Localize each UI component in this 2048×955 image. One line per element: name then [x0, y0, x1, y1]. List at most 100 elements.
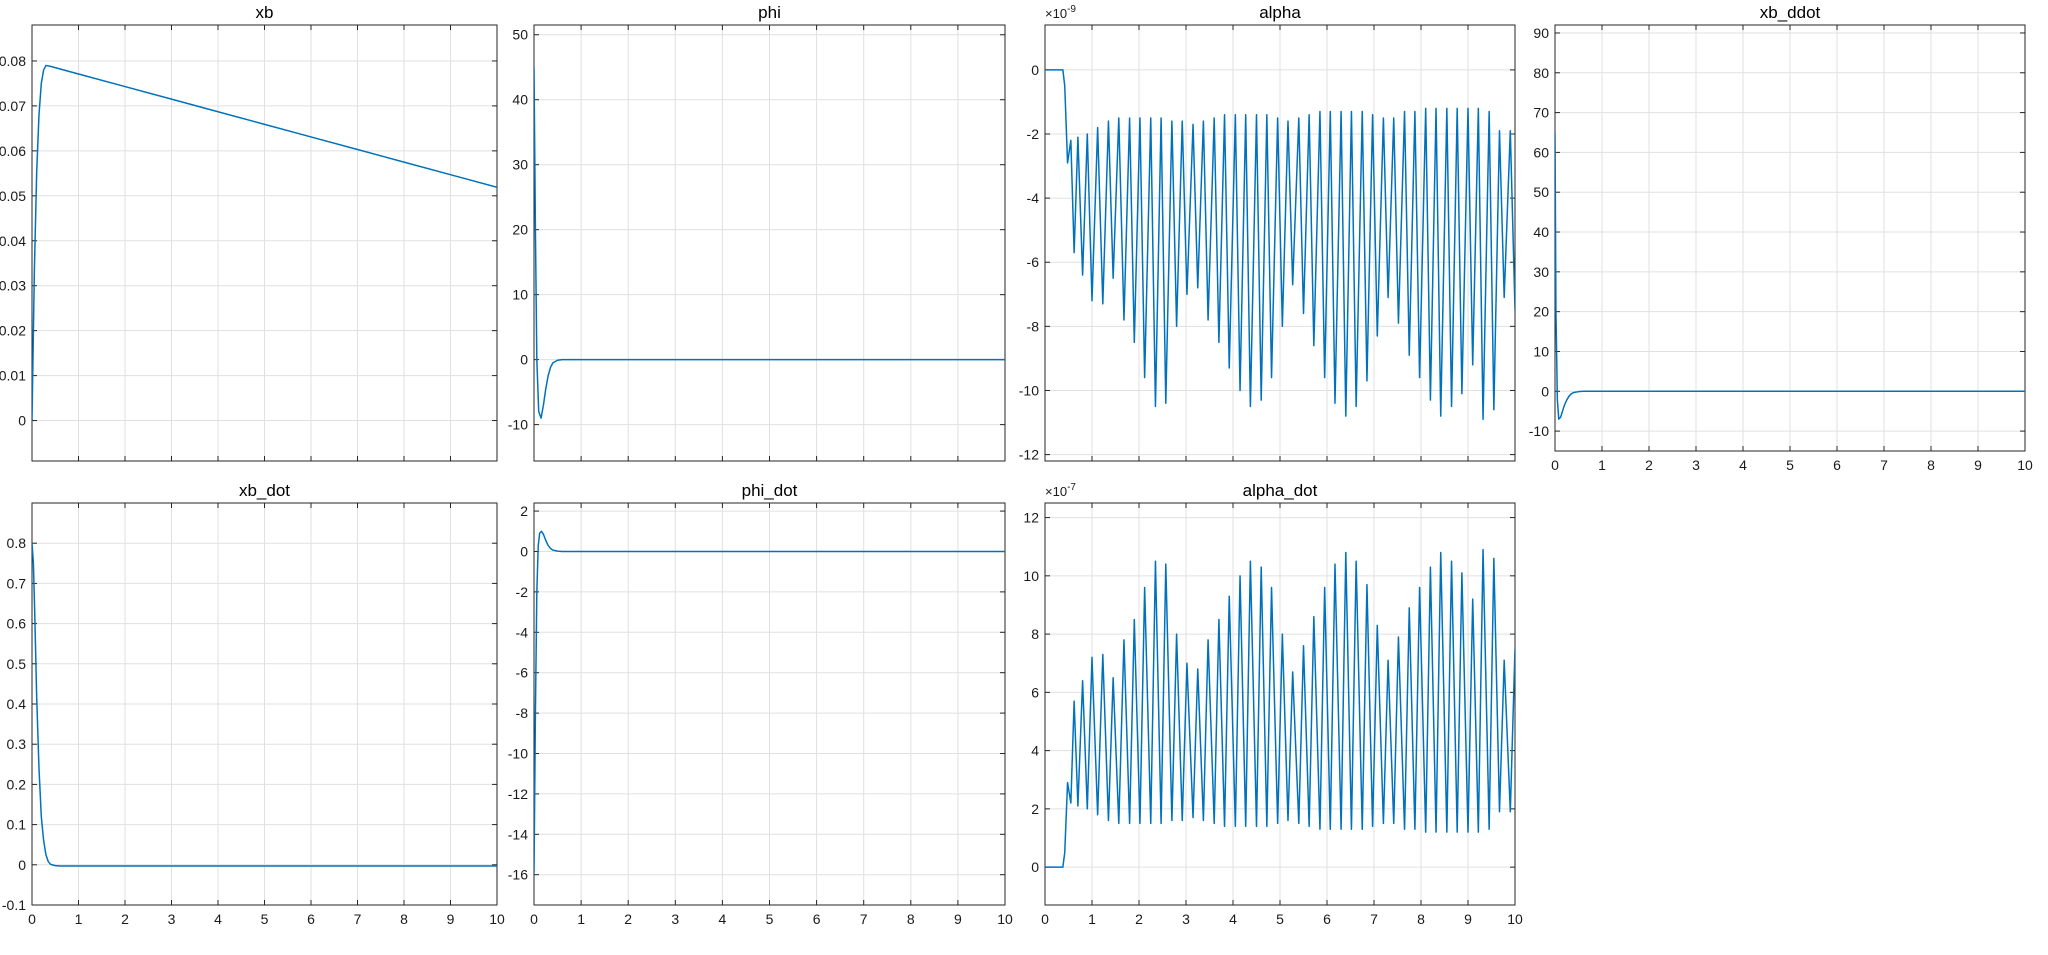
y-tick-label: 0.2 [7, 776, 27, 792]
axis-exponent-label: ×10-7 [1045, 482, 1076, 499]
subplot-xb: 0 0.01 0.02 0.03 0.04 0.05 0.06 0.07 0.08 xb [0, 3, 498, 462]
y-tick-label: -16 [508, 867, 528, 883]
y-tick-label: -10 [508, 417, 528, 433]
y-tick-label: 50 [1533, 184, 1549, 200]
x-tick-label: 1 [75, 911, 83, 927]
y-tick-label: -2 [1027, 126, 1040, 142]
y-tick-label: 0.3 [7, 736, 27, 752]
x-tick-label: 2 [624, 911, 632, 927]
x-tick-label: 8 [1417, 911, 1425, 927]
alpha_dot-series-line [1045, 548, 1515, 868]
y-tick-label: -8 [516, 705, 529, 721]
y-tick-label: 10 [512, 287, 528, 303]
y-tick-label: 0.01 [0, 368, 26, 384]
x-tick-label: 3 [671, 911, 679, 927]
y-tick-label: 0.07 [0, 98, 26, 114]
y-tick-label: 0.02 [0, 323, 26, 339]
x-tick-label: 9 [447, 911, 455, 927]
x-tick-label: 8 [1927, 457, 1935, 473]
x-tick-label: 0 [28, 911, 36, 927]
x-tick-label: 2 [1645, 457, 1653, 473]
x-tick-label: 10 [489, 911, 505, 927]
y-tick-label: 80 [1533, 65, 1549, 81]
y-tick-label: 0.05 [0, 188, 26, 204]
phi-series-line [534, 67, 1005, 419]
x-tick-label: 4 [719, 911, 727, 927]
y-tick-label: -10 [508, 745, 528, 761]
y-tick-label: 0.6 [7, 616, 27, 632]
plot-title: alpha [1259, 3, 1301, 22]
x-tick-label: 0 [1041, 911, 1049, 927]
plot-title: xb_dot [239, 481, 290, 500]
x-tick-label: 8 [400, 911, 408, 927]
x-tick-label: 4 [214, 911, 222, 927]
y-tick-label: 90 [1533, 25, 1549, 41]
y-tick-label: 40 [512, 92, 528, 108]
subplot-xb_ddot: 0 1 2 3 4 5 6 7 8 9 10 -10 0 10 20 30 40 50 60 70 80 90 xb_ddo… [1529, 3, 2033, 473]
x-tick-label: 6 [1323, 911, 1331, 927]
axes-border [31, 502, 498, 906]
x-tick-label: 9 [954, 911, 962, 927]
y-tick-label: 12 [1023, 510, 1039, 526]
x-tick-label: 8 [907, 911, 915, 927]
xb_dot-series-line [32, 543, 497, 867]
y-tick-label: 2 [520, 503, 528, 519]
y-tick-label: 0 [18, 413, 26, 429]
alpha-series-line [1045, 69, 1515, 421]
y-tick-label: 0.8 [7, 535, 27, 551]
y-tick-label: 0 [1031, 859, 1039, 875]
x-tick-label: 1 [1598, 457, 1606, 473]
plot-title: phi_dot [742, 481, 798, 500]
x-tick-label: 4 [1739, 457, 1747, 473]
subplot-phi_dot: 0 1 2 3 4 5 6 7 8 9 10 -16 -14 -12 -10 -8 -6 -4 -2 0 2 phi_do… [508, 481, 1013, 927]
y-tick-label: 0.04 [0, 233, 26, 249]
y-tick-label: -12 [1019, 447, 1039, 463]
subplot-phi: -10 0 10 20 30 40 50 phi [508, 3, 1006, 462]
y-tick-label: 30 [512, 157, 528, 173]
y-tick-label: 70 [1533, 105, 1549, 121]
x-tick-label: 9 [1464, 911, 1472, 927]
xb-series-line [32, 64, 497, 421]
x-tick-label: 1 [1088, 911, 1096, 927]
y-tick-label: 40 [1533, 224, 1549, 240]
y-tick-label: 0.06 [0, 143, 26, 159]
x-tick-label: 6 [307, 911, 315, 927]
subplot-xb_dot: 0 1 2 3 4 5 6 7 8 9 10-0.100.10.20.30.40.50.60.70.… [2, 481, 505, 927]
x-tick-label: 6 [813, 911, 821, 927]
y-tick-label: 0 [520, 543, 528, 559]
y-tick-label: 10 [1533, 343, 1549, 359]
subplot-alpha: -12 -10 -8 -6 -4 -2 0 alpha ×10-9 [1019, 3, 1516, 463]
x-tick-label: 5 [1276, 911, 1284, 927]
y-tick-label: 50 [512, 27, 528, 43]
plot-title: xb_ddot [1760, 3, 1821, 22]
axes-border [533, 24, 1006, 462]
y-tick-label: -10 [1019, 382, 1039, 398]
y-tick-label: 0.08 [0, 53, 26, 69]
y-tick-label: 0 [1541, 383, 1549, 399]
y-tick-label: 4 [1031, 743, 1039, 759]
phi_dot-series-line [534, 530, 1005, 875]
y-tick-label: 0.7 [7, 575, 27, 591]
x-tick-label: 4 [1229, 911, 1237, 927]
axis-exponent-label: ×10-9 [1045, 4, 1076, 21]
x-tick-label: 5 [766, 911, 774, 927]
x-tick-label: 5 [261, 911, 269, 927]
x-tick-label: 3 [1692, 457, 1700, 473]
x-tick-label: 3 [168, 911, 176, 927]
x-tick-label: 2 [1135, 911, 1143, 927]
y-tick-label: 2 [1031, 801, 1039, 817]
x-tick-label: 10 [2017, 457, 2033, 473]
y-tick-label: 0.03 [0, 278, 26, 294]
x-tick-label: 10 [997, 911, 1013, 927]
x-tick-label: 3 [1182, 911, 1190, 927]
x-tick-label: 6 [1833, 457, 1841, 473]
x-tick-label: 0 [530, 911, 538, 927]
y-tick-label: 0 [18, 857, 26, 873]
x-tick-label: 7 [860, 911, 868, 927]
plot-title: phi [758, 3, 781, 22]
y-tick-label: 0.5 [7, 656, 27, 672]
axes-border [1044, 502, 1516, 906]
y-tick-label: 0.1 [7, 817, 27, 833]
y-tick-label: 10 [1023, 568, 1039, 584]
